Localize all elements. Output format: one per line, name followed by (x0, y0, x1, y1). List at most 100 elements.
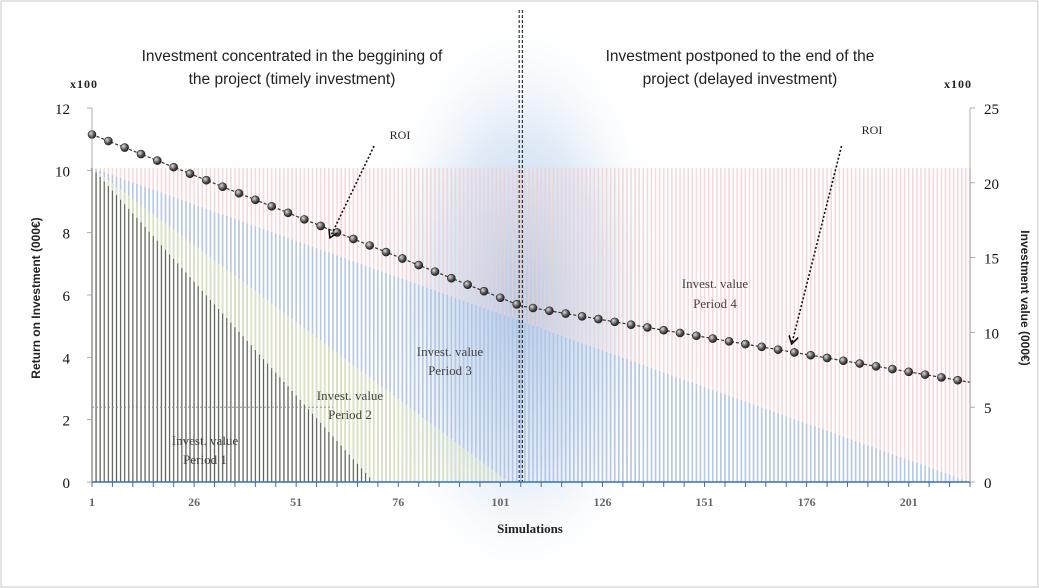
roi-point (692, 331, 701, 341)
roi-point (545, 306, 554, 316)
roi-point (920, 370, 930, 379)
y-left-tick-label: 10 (55, 164, 70, 180)
roi-point (251, 195, 260, 205)
roi-point (528, 303, 538, 313)
region-label-period-2-line-1: Invest. value (317, 388, 384, 403)
y-axis-right-title: Investment value (000€) (1018, 230, 1032, 365)
roi-point (855, 359, 865, 368)
y-left-tick-label: 2 (63, 414, 71, 430)
roi-point (953, 375, 963, 385)
roi-point (283, 208, 293, 218)
heading-left-line-1: Investment concentrated in the beggining… (142, 48, 443, 65)
roi-point (267, 202, 276, 211)
roi-point (365, 241, 374, 250)
roi-annotation-right: ROI (862, 123, 883, 137)
roi-point (708, 334, 718, 343)
y-axis-left-title: Return on Investment (000€) (29, 217, 43, 378)
roi-point (300, 215, 309, 224)
investment-bars-layer (91, 167, 971, 482)
roi-point (479, 286, 489, 296)
region-label-period-3: Invest. value Period 3 (417, 344, 484, 378)
roi-point (871, 361, 881, 371)
divider-layer (518, 10, 523, 482)
bars-invest-value-period-1 (91, 167, 371, 482)
y-right-tick-label: 20 (984, 177, 999, 193)
roi-point (757, 342, 767, 352)
roi-point (888, 364, 897, 374)
x-tick-label: 151 (696, 495, 714, 509)
roi-point (316, 221, 325, 231)
roi-point (153, 156, 162, 165)
roi-point (561, 309, 571, 318)
region-label-period-4-line-1: Invest. value (682, 276, 749, 291)
roi-point (381, 247, 391, 257)
y-left-tick-label: 8 (63, 227, 71, 243)
y-right-tick-label: 5 (984, 401, 992, 417)
roi-point (430, 267, 440, 276)
region-label-period-3-line-2: Period 3 (428, 363, 472, 378)
roi-point (790, 348, 799, 357)
roi-point (904, 367, 914, 377)
roi-point (822, 353, 832, 363)
roi-point (120, 143, 129, 152)
heading-right-line-2: project (delayed investment) (643, 71, 838, 88)
axes-layer (87, 107, 975, 487)
roi-point (937, 373, 946, 382)
region-label-period-2: Invest. value Period 2 (317, 388, 384, 422)
roi-point (594, 314, 603, 324)
roi-point (218, 182, 227, 192)
y-right-tick-label: 10 (984, 326, 999, 342)
roi-point (741, 339, 750, 349)
roi-point (398, 254, 407, 263)
x-tick-label: 51 (290, 495, 302, 509)
y-right-tick-label: 15 (984, 252, 999, 268)
roi-arrows-layer (331, 145, 843, 342)
left-axis-multiplier: x100 (70, 77, 98, 91)
right-axis-multiplier: x100 (944, 77, 972, 91)
roi-point (447, 273, 456, 283)
y-right-tick-label: 0 (984, 476, 992, 492)
roi-point (169, 162, 178, 172)
roi-point (626, 320, 636, 329)
roi-arrow-2 (792, 145, 843, 342)
y-left-tick-label: 4 (63, 351, 71, 367)
x-tick-label: 176 (798, 495, 816, 509)
x-tick-label: 101 (491, 495, 509, 509)
roi-point (463, 280, 473, 289)
roi-point (643, 323, 652, 332)
tick-labels-layer: 1 26 51 76 101 126 151 176 201024681012051015202… (55, 102, 999, 509)
region-label-period-1-line-2: Period 1 (183, 452, 227, 467)
heading-right-line-1: Investment postponed to the end of the (606, 48, 875, 65)
x-axis-title: Simulations (497, 521, 563, 536)
roi-point (610, 317, 620, 327)
roi-point (659, 325, 669, 335)
heading-left-line-2: the project (timely investment) (189, 71, 396, 88)
roi-point (414, 260, 424, 270)
x-tick-label: 126 (593, 495, 611, 509)
region-label-period-3-line-1: Invest. value (417, 344, 484, 359)
roi-series-layer (87, 130, 971, 385)
roi-point (839, 356, 848, 366)
region-label-period-1-line-1: Invest. value (172, 433, 239, 448)
y-left-tick-label: 12 (55, 102, 70, 118)
x-tick-label: 76 (392, 495, 404, 509)
region-label-period-1: Invest. value Period 1 (172, 433, 239, 467)
roi-point (136, 149, 146, 159)
x-tick-label: 26 (188, 495, 200, 509)
roi-point (675, 328, 685, 338)
y-right-tick-label: 25 (984, 102, 999, 118)
roi-point (104, 136, 113, 146)
roi-arrow-1 (331, 145, 375, 236)
roi-point (806, 350, 816, 360)
roi-point (773, 345, 783, 354)
region-label-period-4: Invest. value Period 4 (682, 276, 749, 311)
roi-point (512, 299, 522, 309)
y-left-tick-label: 6 (63, 289, 71, 305)
x-tick-label: 201 (900, 495, 918, 509)
region-label-period-2-line-2: Period 2 (328, 407, 372, 422)
x-tick-label: 1 (89, 495, 95, 509)
roi-point (234, 188, 244, 198)
roi-point (724, 337, 734, 346)
